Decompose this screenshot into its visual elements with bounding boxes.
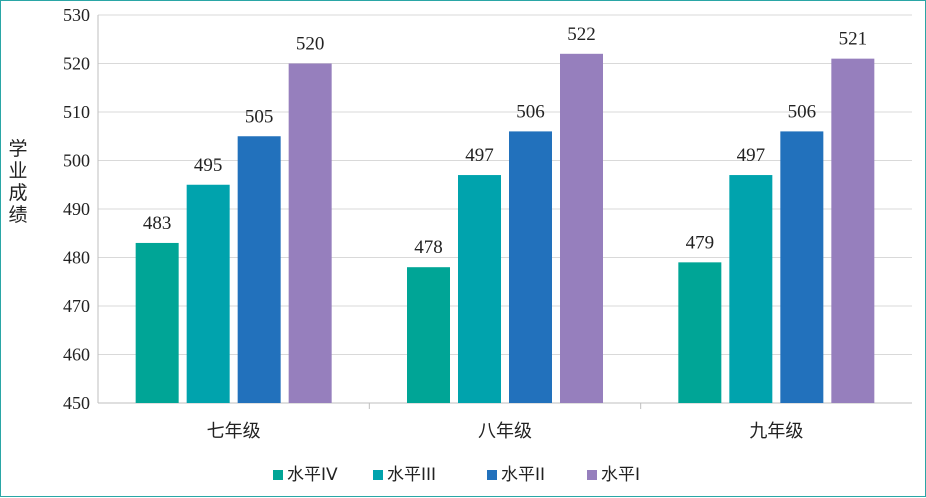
- data-label-2-2: 506: [788, 101, 817, 122]
- data-label-1-0: 478: [414, 237, 443, 258]
- bar-2-1: [729, 175, 773, 403]
- bar-1-3: [560, 53, 603, 404]
- bar-0-0: [135, 242, 179, 403]
- y-tick-label-490: 490: [63, 199, 90, 219]
- bar-2-3: [831, 58, 875, 404]
- bar-1-0: [407, 267, 450, 403]
- legend-swatch-2: [487, 470, 497, 480]
- bar-2-2: [780, 131, 824, 403]
- y-tick-label-500: 500: [63, 151, 90, 171]
- y-tick-label-520: 520: [63, 54, 90, 74]
- legend-swatch-1: [373, 470, 383, 480]
- x-tick-label-2: 九年级: [749, 421, 803, 442]
- data-label-1-3: 522: [567, 24, 596, 45]
- data-label-1-2: 506: [516, 101, 545, 122]
- y-tick-label-460: 460: [63, 345, 90, 365]
- legend-label-2: 水平II: [501, 465, 545, 485]
- bar-0-3: [288, 63, 332, 403]
- y-axis-label: 学业成绩: [8, 138, 27, 226]
- legend-swatch-0: [273, 470, 283, 480]
- legend-label-0: 水平IV: [287, 465, 338, 485]
- y-tick-label-470: 470: [63, 296, 90, 316]
- bar-0-1: [186, 184, 230, 403]
- data-label-2-0: 479: [686, 232, 715, 253]
- y-tick-label-480: 480: [63, 248, 90, 268]
- y-tick-label-510: 510: [63, 102, 90, 122]
- data-label-2-1: 497: [737, 145, 766, 166]
- x-tick-label-0: 七年级: [207, 421, 261, 442]
- bar-1-2: [509, 131, 552, 403]
- data-label-1-1: 497: [465, 145, 494, 166]
- data-label-0-3: 520: [296, 34, 325, 55]
- legend-label-1: 水平III: [387, 465, 436, 485]
- data-label-2-3: 521: [839, 29, 868, 50]
- data-label-0-1: 495: [194, 155, 223, 176]
- bar-1-1: [458, 175, 501, 403]
- bar-2-0: [678, 262, 722, 403]
- x-tick-label-1: 八年级: [478, 421, 532, 442]
- y-tick-label-530: 530: [63, 5, 90, 25]
- data-label-0-0: 483: [143, 213, 172, 234]
- y-tick-label-450: 450: [63, 393, 90, 413]
- legend-label-3: 水平I: [601, 465, 640, 485]
- data-label-0-2: 505: [245, 106, 274, 127]
- bar-0-2: [237, 136, 281, 403]
- legend-swatch-3: [587, 470, 597, 480]
